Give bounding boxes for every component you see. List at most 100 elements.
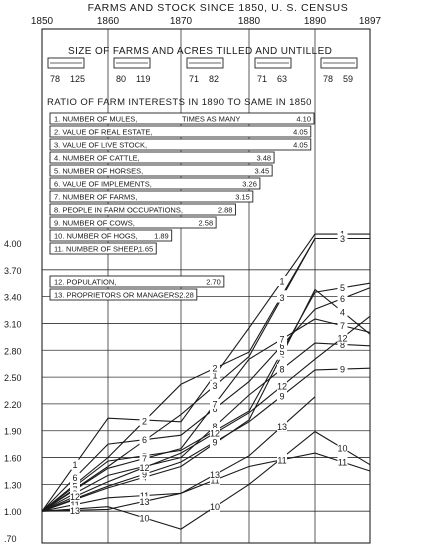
ratio-value: 1.65 <box>139 245 154 254</box>
series-marker: 11 <box>139 490 150 501</box>
series-number: 3 <box>340 234 345 244</box>
ratio-row: 13. PROPRIETORS OR MANAGERS,2.28 <box>49 288 198 301</box>
ratio-row: 4. NUMBER OF CATTLE, 3.48 <box>49 151 275 164</box>
series-number: 12 <box>139 463 149 473</box>
series-number: 9 <box>212 437 217 447</box>
ratio-label: 1. NUMBER OF MULES, <box>54 115 137 124</box>
size-box: 78 59 <box>320 57 358 84</box>
series-marker-bg <box>277 292 287 303</box>
series-marker-bg <box>277 275 287 286</box>
ratio-label: 3. VALUE OF LIVE STOCK, <box>54 141 147 150</box>
ratio-row: 8. PEOPLE IN FARM OCCUPATIONS, 2.88 <box>49 203 236 216</box>
series-marker-bg <box>139 415 150 426</box>
ratio-label: 7. NUMBER OF FARMS, <box>54 193 137 202</box>
series-marker-bg <box>210 501 220 512</box>
ratio-row: 10. NUMBER OF HOGS, 1.89 <box>49 229 173 242</box>
ratio-label: 4. NUMBER OF CATTLE, <box>54 154 140 163</box>
series-number: 6 <box>279 341 284 351</box>
series-marker: 11 <box>277 454 287 465</box>
series-number: 11 <box>140 491 149 501</box>
series-number: 13 <box>277 422 287 432</box>
value-gridlines <box>42 269 370 512</box>
series-marker: 11 <box>337 457 348 468</box>
size-value-tilled: 78 <box>50 74 60 84</box>
x-axis-ticks: 1850 1860 1870 1880 1890 1897 <box>31 16 382 27</box>
series-marker-bg <box>277 364 287 375</box>
ratio-bar <box>49 125 312 138</box>
series-marker-bg <box>139 496 150 507</box>
ratio-value: 4.05 <box>293 141 308 150</box>
series-number: 7 <box>340 321 345 331</box>
ratio-label: 6. VALUE OF IMPLEMENTS, <box>54 180 152 189</box>
series-marker-bg <box>210 369 220 380</box>
size-value-untilled: 59 <box>343 74 353 84</box>
series-marker-bg <box>210 380 220 391</box>
series-number: 7 <box>212 399 217 409</box>
series-marker: 12 <box>277 381 287 392</box>
series-marker: 2 <box>210 363 220 374</box>
series-marker-bg <box>337 339 348 350</box>
series-marker: 9 <box>210 436 220 447</box>
series-marker-bg <box>70 499 80 510</box>
series-marker: 3 <box>337 233 348 244</box>
series-number: 2 <box>212 364 217 374</box>
series-marker-bg <box>337 364 348 375</box>
series-marker: 11 <box>70 499 80 510</box>
ratio-label: 12. POPULATION, <box>54 278 116 287</box>
y-tick-label: 1.90 <box>4 427 22 437</box>
ratio-label: 9. NUMBER OF COWS, <box>54 219 135 228</box>
series-marker-bg <box>277 346 287 357</box>
series-marker: 7 <box>210 398 220 409</box>
series-marker: 6 <box>337 293 348 304</box>
series-marker: 9 <box>139 469 150 480</box>
series-marker-bg <box>277 454 287 465</box>
series-labels: 1111122222333334444455555666667777788888… <box>70 229 348 523</box>
size-box: 71 63 <box>254 57 292 84</box>
series-marker-bg <box>277 421 287 432</box>
series-marker-bg <box>210 427 220 438</box>
ratio-bar <box>49 151 275 164</box>
ratio-row: 1. NUMBER OF MULES, 4.10 TIMES AS MANY <box>49 112 315 125</box>
series-number: 13 <box>210 470 220 480</box>
series-marker: 12 <box>70 491 80 502</box>
ratio-bar <box>49 288 198 301</box>
chart-title: FARMS AND STOCK SINCE 1850, U. S. CENSUS <box>88 2 349 14</box>
series-number: 10 <box>337 444 347 454</box>
ratio-bar <box>49 190 254 203</box>
series-number: 6 <box>72 473 77 483</box>
series-number: 8 <box>340 340 345 350</box>
series-marker-bg <box>337 233 348 244</box>
ratio-value: 3.45 <box>255 167 270 176</box>
series-marker: 12 <box>210 427 220 438</box>
size-value-tilled: 78 <box>323 74 333 84</box>
ratio-bar <box>49 138 312 151</box>
series-marker-bg <box>210 363 220 374</box>
series-number: 11 <box>277 455 286 465</box>
series-number: 12 <box>337 333 347 343</box>
series-marker: 10 <box>210 501 220 512</box>
series-marker-bg <box>277 381 287 392</box>
ratio-bar <box>49 275 225 288</box>
series-number: 5 <box>279 347 284 357</box>
ratio-label: 2. VALUE OF REAL ESTATE, <box>54 128 153 137</box>
ratio-label: 11. NUMBER OF SHEEP, <box>54 245 140 254</box>
series-number: 9 <box>142 470 147 480</box>
ratio-bar <box>49 203 236 216</box>
ratio-bar <box>49 164 273 177</box>
ratio-row: 9. NUMBER OF COWS, 2.58 <box>49 216 217 229</box>
series-marker: 3 <box>277 292 287 303</box>
size-value-untilled: 125 <box>70 74 85 84</box>
ratio-label: 10. NUMBER OF HOGS, <box>54 232 138 241</box>
ratio-bar <box>49 177 261 190</box>
y-axis-ticks: 4.00 3.70 3.40 3.10 2.80 2.50 2.20 1.90 1.60 1.30… <box>4 239 22 544</box>
ratio-value: 2.58 <box>199 219 214 228</box>
series-marker: 7 <box>277 334 287 345</box>
series-number: 13 <box>70 506 80 516</box>
series-marker: 7 <box>337 320 348 331</box>
series-number: 10 <box>139 513 149 523</box>
series-number: 2 <box>142 416 147 426</box>
series-marker: 13 <box>210 469 220 480</box>
x-tick-label: 1870 <box>170 16 193 27</box>
